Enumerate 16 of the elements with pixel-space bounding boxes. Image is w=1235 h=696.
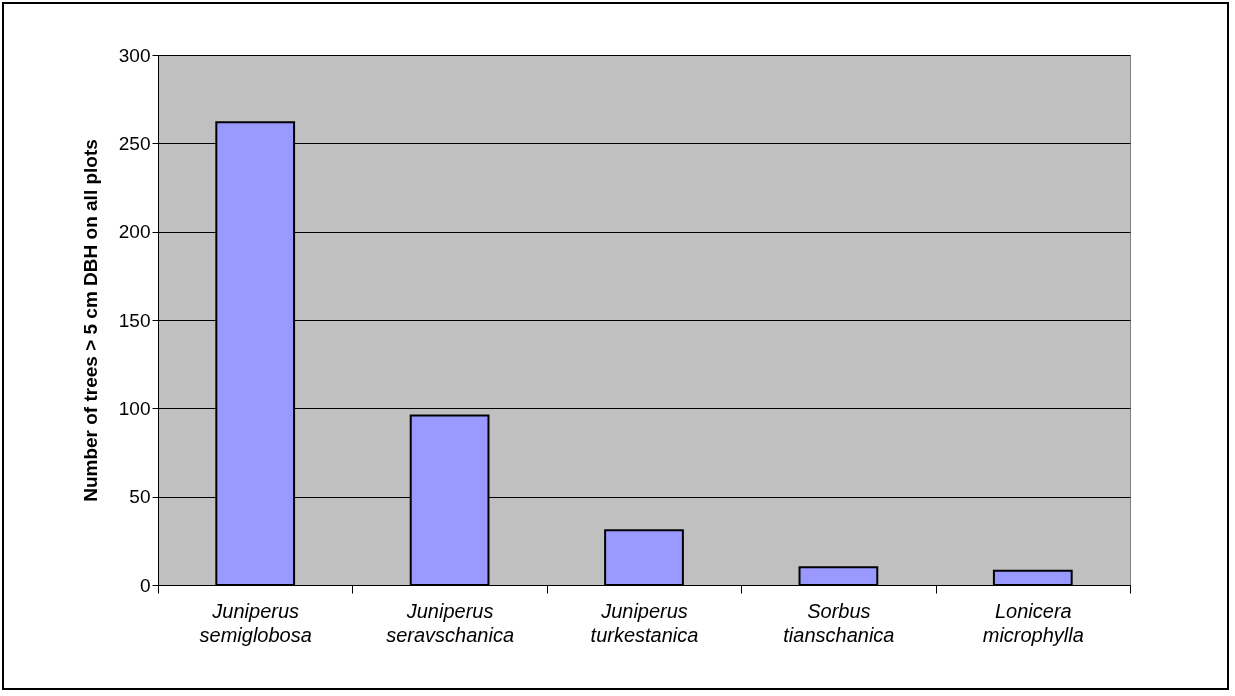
y-tick-label: 200 (118, 221, 151, 243)
x-tick-label: Juniperus semiglobosa (199, 599, 312, 646)
y-tick-label: 0 (139, 574, 151, 596)
y-axis-title: Number of trees > 5 cm DBH on all plots (79, 139, 101, 502)
y-tick-label: 100 (118, 397, 151, 419)
y-tick-label: 50 (129, 486, 151, 508)
bar (992, 569, 1073, 586)
y-tick-label: 150 (118, 309, 151, 331)
y-tick-label: 300 (118, 44, 151, 66)
y-tick-label: 250 (118, 132, 151, 154)
x-tick-label: Juniperus seravschanica (386, 599, 515, 646)
bar (604, 529, 684, 586)
x-tick-label: Sorbus tianschanica (783, 599, 895, 646)
bar (798, 566, 879, 586)
x-tick-label: Lonicera microphylla (982, 599, 1084, 646)
x-tick-label: Juniperus turkestanica (590, 599, 699, 646)
